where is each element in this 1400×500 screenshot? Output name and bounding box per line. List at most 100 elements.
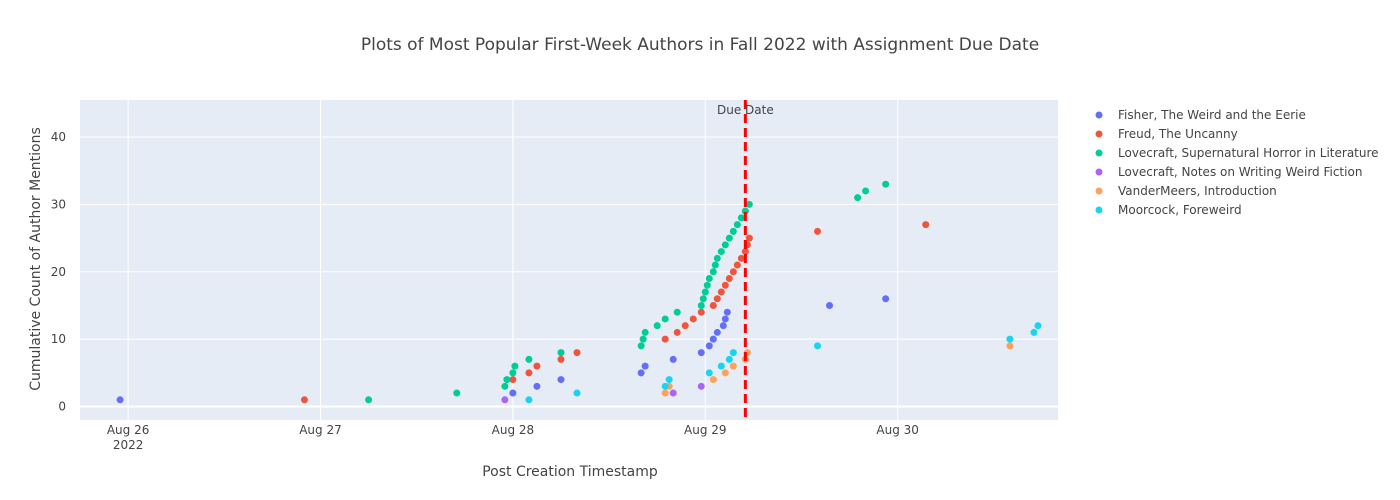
data-point xyxy=(721,315,729,323)
plot-area xyxy=(80,100,1058,420)
data-point xyxy=(509,369,517,377)
data-point xyxy=(729,362,737,370)
data-point xyxy=(709,268,717,276)
data-point xyxy=(637,369,645,377)
data-point xyxy=(711,261,719,269)
legend-label: Lovecraft, Supernatural Horror in Litera… xyxy=(1118,146,1379,160)
data-point xyxy=(709,335,717,343)
data-point xyxy=(705,275,713,283)
data-point xyxy=(365,396,373,404)
data-point xyxy=(509,389,517,397)
data-point xyxy=(1006,342,1014,350)
legend-label: Fisher, The Weird and the Eerie xyxy=(1118,108,1306,122)
legend-item: VanderMeers, Introduction xyxy=(1095,184,1277,198)
data-point xyxy=(300,396,308,404)
data-point xyxy=(814,342,822,350)
data-point xyxy=(509,376,517,384)
data-point xyxy=(723,308,731,316)
data-point xyxy=(557,349,565,357)
data-point xyxy=(573,349,581,357)
data-point xyxy=(641,328,649,336)
data-point xyxy=(525,355,533,363)
data-point xyxy=(725,275,733,283)
data-point xyxy=(1034,322,1042,330)
data-point xyxy=(854,194,862,202)
series-4 xyxy=(501,382,705,404)
data-point xyxy=(721,241,729,249)
data-point xyxy=(1030,328,1038,336)
data-point xyxy=(697,301,705,309)
data-point xyxy=(882,180,890,188)
data-point xyxy=(713,328,721,336)
data-point xyxy=(533,362,541,370)
data-point xyxy=(637,342,645,350)
data-point xyxy=(557,376,565,384)
data-point xyxy=(725,234,733,242)
data-point xyxy=(721,281,729,289)
data-point xyxy=(533,382,541,390)
data-point xyxy=(453,389,461,397)
data-point xyxy=(641,362,649,370)
legend: Fisher, The Weird and the Eerie Freud, Th… xyxy=(1095,108,1379,217)
data-point xyxy=(557,355,565,363)
data-point xyxy=(661,335,669,343)
data-point xyxy=(639,335,647,343)
legend-marker xyxy=(1095,187,1103,195)
due-date-label: Due Date xyxy=(717,103,774,117)
gridlines xyxy=(80,100,1058,420)
data-point xyxy=(922,221,930,229)
data-point xyxy=(737,254,745,262)
data-point xyxy=(729,268,737,276)
data-point xyxy=(741,207,749,215)
legend-marker xyxy=(1095,149,1103,157)
data-point xyxy=(669,389,677,397)
data-point xyxy=(741,248,749,256)
data-point xyxy=(703,281,711,289)
series-6 xyxy=(525,322,1042,404)
data-point xyxy=(673,328,681,336)
x-tick-label: Aug 30 xyxy=(876,423,919,437)
y-tick-label: 10 xyxy=(51,332,66,346)
legend-item: Lovecraft, Supernatural Horror in Litera… xyxy=(1095,146,1379,160)
data-point xyxy=(661,315,669,323)
y-tick-label: 30 xyxy=(51,197,66,211)
legend-item: Moorcock, Foreweird xyxy=(1095,203,1242,217)
data-point xyxy=(717,362,725,370)
data-point xyxy=(699,295,707,303)
data-point xyxy=(719,322,727,330)
x-tick-sublabel: 2022 xyxy=(113,438,144,452)
y-tick-label: 20 xyxy=(51,265,66,279)
data-point xyxy=(729,349,737,357)
data-point xyxy=(673,308,681,316)
data-point xyxy=(709,301,717,309)
data-point xyxy=(503,376,511,384)
y-tick-label: 40 xyxy=(51,130,66,144)
data-point xyxy=(705,369,713,377)
data-point xyxy=(573,389,581,397)
data-point xyxy=(525,396,533,404)
series-3 xyxy=(365,180,890,404)
data-point xyxy=(697,382,705,390)
legend-marker xyxy=(1095,168,1103,176)
data-point xyxy=(661,389,669,397)
data-point xyxy=(501,396,509,404)
data-point xyxy=(729,227,737,235)
data-point xyxy=(701,288,709,296)
legend-item: Fisher, The Weird and the Eerie xyxy=(1095,108,1306,122)
legend-item: Lovecraft, Notes on Writing Weird Fictio… xyxy=(1095,165,1362,179)
legend-marker xyxy=(1095,111,1103,119)
data-point xyxy=(669,355,677,363)
legend-label: Moorcock, Foreweird xyxy=(1118,203,1242,217)
data-point xyxy=(862,187,870,195)
y-tick-label: 0 xyxy=(58,400,66,414)
data-point xyxy=(725,355,733,363)
x-tick-label: Aug 29 xyxy=(684,423,727,437)
data-point xyxy=(1006,335,1014,343)
chart-title: Plots of Most Popular First-Week Authors… xyxy=(361,35,1039,55)
series-2 xyxy=(300,221,930,404)
x-tick-label: Aug 28 xyxy=(492,423,535,437)
data-point xyxy=(717,248,725,256)
data-point xyxy=(653,322,661,330)
